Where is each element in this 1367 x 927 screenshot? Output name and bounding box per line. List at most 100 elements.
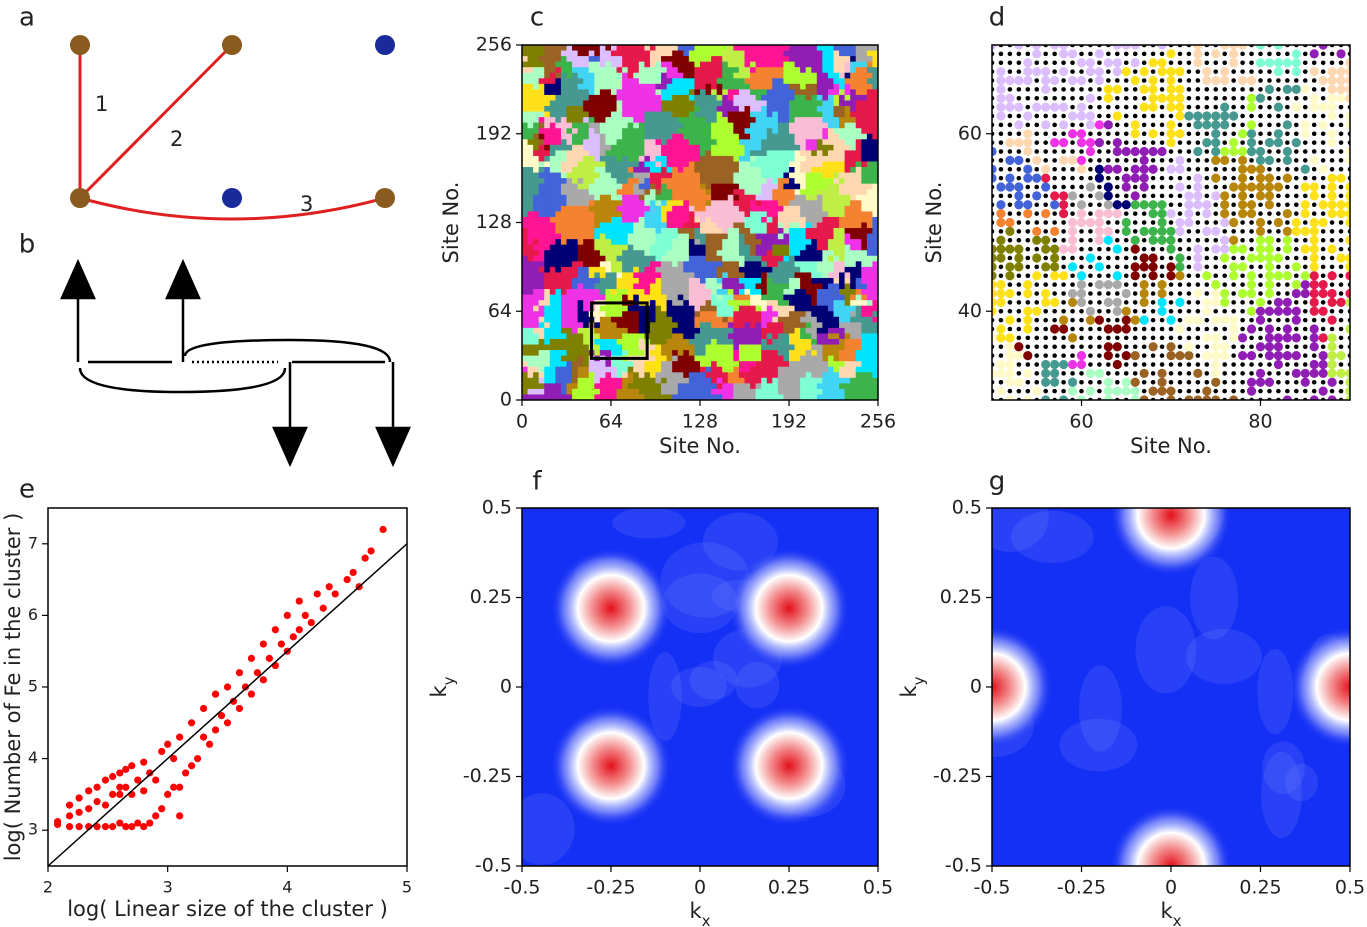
cluster-cell bbox=[549, 289, 556, 296]
cluster-cell bbox=[560, 139, 567, 146]
cluster-cell bbox=[538, 277, 545, 284]
cluster-cell bbox=[750, 178, 757, 185]
cluster-cell bbox=[766, 311, 773, 318]
cluster-cell bbox=[677, 144, 684, 151]
site bbox=[1150, 122, 1156, 128]
cluster-cell bbox=[850, 183, 857, 190]
cluster-cell bbox=[839, 150, 846, 157]
cluster-cell bbox=[766, 150, 773, 157]
cluster-cell bbox=[727, 111, 734, 118]
cluster-cell bbox=[594, 244, 601, 251]
cluster-cell bbox=[688, 45, 695, 51]
cluster-cell bbox=[789, 216, 795, 223]
cluster-cell bbox=[549, 277, 556, 284]
cluster-cell bbox=[816, 277, 823, 284]
cluster-cell bbox=[744, 100, 751, 107]
cluster-cell bbox=[649, 338, 656, 345]
cluster-cell bbox=[527, 205, 534, 212]
cluster-cell bbox=[572, 316, 579, 323]
cluster-cell bbox=[744, 327, 751, 334]
cluster-cell bbox=[766, 144, 773, 151]
cluster-cell bbox=[688, 144, 695, 151]
site bbox=[1016, 87, 1022, 92]
cluster-cell bbox=[738, 344, 745, 351]
cluster-cell bbox=[694, 117, 701, 124]
cluster-cell bbox=[555, 183, 562, 190]
cluster-cell bbox=[633, 394, 640, 400]
cluster-cell bbox=[694, 283, 701, 290]
cluster-cell bbox=[766, 83, 773, 90]
cluster-cell bbox=[733, 167, 740, 173]
cluster-cell bbox=[844, 261, 851, 268]
cluster-cell bbox=[611, 78, 617, 85]
site bbox=[1070, 202, 1075, 208]
cluster-cell bbox=[594, 167, 601, 173]
cluster-cell bbox=[861, 333, 868, 340]
cluster-cell bbox=[538, 327, 545, 334]
cluster-cell bbox=[594, 194, 601, 201]
cluster-cell bbox=[789, 72, 795, 79]
site bbox=[1079, 95, 1084, 101]
cluster-cell bbox=[711, 311, 718, 318]
cluster-cell bbox=[649, 350, 656, 357]
cluster-cell bbox=[661, 106, 668, 112]
cluster-cell bbox=[794, 100, 801, 107]
cluster-cell bbox=[577, 350, 584, 357]
site bbox=[1052, 95, 1057, 101]
cluster-cell bbox=[611, 50, 617, 57]
cluster-cell bbox=[816, 372, 823, 379]
cluster-cell bbox=[861, 277, 868, 284]
site bbox=[1088, 193, 1093, 199]
site bbox=[1070, 353, 1075, 358]
cluster-cell bbox=[755, 56, 762, 63]
cluster-cell bbox=[816, 316, 823, 323]
cluster-cell bbox=[560, 228, 567, 234]
cluster-cell bbox=[594, 161, 601, 168]
cluster-cell bbox=[683, 261, 690, 268]
cluster-cell bbox=[755, 327, 762, 334]
fe-site bbox=[1157, 58, 1167, 68]
cluster-cell bbox=[572, 106, 579, 112]
cluster-cell bbox=[844, 333, 851, 340]
fe-site bbox=[1032, 306, 1042, 316]
cluster-cell bbox=[738, 139, 745, 146]
cluster-cell bbox=[638, 272, 645, 279]
cluster-cell bbox=[527, 327, 534, 334]
site bbox=[1123, 273, 1129, 279]
fe-site bbox=[1076, 102, 1087, 112]
fe-site bbox=[1094, 191, 1104, 201]
site bbox=[1088, 326, 1093, 332]
cluster-cell bbox=[800, 300, 807, 307]
cluster-cell bbox=[833, 261, 840, 268]
cluster-cell bbox=[750, 361, 757, 368]
cluster-cell bbox=[850, 56, 857, 63]
cluster-cell bbox=[633, 244, 640, 251]
cluster-cell bbox=[627, 261, 634, 268]
cluster-cell bbox=[644, 244, 651, 251]
cluster-cell bbox=[622, 222, 629, 229]
cluster-cell bbox=[577, 200, 584, 207]
fe-site bbox=[992, 164, 997, 174]
cluster-cell bbox=[833, 283, 840, 290]
cluster-cell bbox=[627, 350, 634, 357]
cluster-cell bbox=[811, 161, 818, 168]
cluster-cell bbox=[827, 350, 834, 357]
cluster-cell bbox=[800, 111, 807, 118]
cluster-cell bbox=[850, 178, 857, 185]
cluster-cell bbox=[811, 144, 818, 151]
cluster-cell bbox=[705, 89, 712, 96]
cluster-cell bbox=[616, 111, 623, 118]
site bbox=[1106, 78, 1111, 83]
fe-site bbox=[1085, 386, 1096, 396]
cluster-cell bbox=[616, 94, 623, 101]
cluster-cell bbox=[577, 377, 584, 384]
cluster-cell bbox=[655, 333, 662, 340]
cluster-cell bbox=[677, 311, 684, 318]
fe-site bbox=[1023, 111, 1033, 121]
cluster-cell bbox=[789, 338, 795, 345]
cluster-cell bbox=[850, 394, 857, 400]
cluster-cell bbox=[649, 388, 656, 395]
fe-site bbox=[1041, 377, 1051, 387]
cluster-cell bbox=[800, 277, 807, 284]
cluster-cell bbox=[716, 394, 723, 400]
